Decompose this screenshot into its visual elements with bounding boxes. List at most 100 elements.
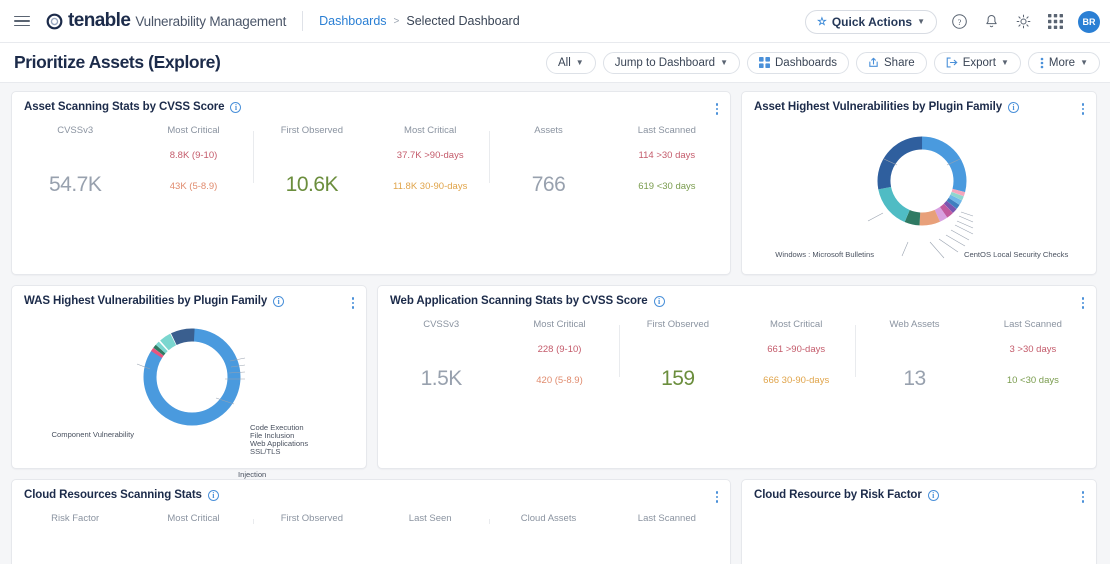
apps-grid-icon[interactable] [1046, 12, 1065, 31]
card-cloud-resource-by-risk-factor: Cloud Resource by Risk Factor i [741, 479, 1097, 564]
info-icon[interactable]: i [207, 489, 219, 501]
card-menu-button[interactable] [350, 295, 357, 311]
stat-group: Cloud Assets Last Scanned [489, 513, 726, 538]
card-title: Web Application Scanning Stats by CVSS S… [390, 295, 648, 307]
column-header: First Observed [280, 513, 343, 524]
tenable-logo[interactable]: tenable [46, 10, 131, 32]
dashboard-grid: Asset Scanning Stats by CVSS Score i CVS… [0, 83, 1110, 564]
jump-to-dashboard-button[interactable]: Jump to Dashboard ▼ [602, 51, 740, 74]
stat-big-value: 766 [531, 173, 566, 196]
stat-big-value: 54.7K [48, 173, 102, 196]
card-menu-button[interactable] [714, 489, 721, 505]
donut-label-code-execution: Code Execution [250, 423, 304, 432]
info-icon[interactable]: i [273, 295, 285, 307]
stat-bottom-value: 10 <30 days [1006, 375, 1059, 386]
card-menu-button[interactable] [714, 101, 721, 117]
card-cloud-resources-scanning-stats: Cloud Resources Scanning Stats i Risk Fa… [11, 479, 731, 564]
help-icon[interactable]: ? [950, 12, 969, 31]
stat-top-value: 3 >30 days [1009, 344, 1057, 355]
card-header: Cloud Resources Scanning Stats i [12, 480, 730, 501]
filter-all-label: All [558, 56, 571, 69]
page-title: Prioritize Assets (Explore) [14, 52, 221, 72]
info-icon[interactable]: i [230, 101, 242, 113]
stat-column-most-critical: Most Critical 8.8K (9-10) 43K (5-8.9) [134, 125, 252, 197]
column-header: Last Seen [408, 513, 452, 524]
stat-group: First Observed 10.6K Most Critical 37.7K… [252, 125, 490, 197]
kebab-icon [1040, 57, 1044, 69]
column-header: Last Scanned [637, 513, 696, 524]
column-header: CVSSv3 [57, 125, 94, 136]
donut-label-injection: Injection [238, 470, 267, 479]
card-menu-button[interactable] [1080, 295, 1087, 311]
dashboards-button[interactable]: Dashboards [747, 51, 850, 74]
column-header: Most Critical [167, 125, 220, 136]
column-header: Cloud Assets [520, 513, 577, 524]
chevron-down-icon: ▼ [917, 17, 925, 26]
leader-lines [136, 357, 246, 405]
info-icon[interactable]: i [653, 295, 665, 307]
stat-column-last-scanned: Last Scanned 114 >30 days 619 <30 days [608, 125, 726, 197]
grid-icon [759, 57, 770, 68]
card-title: Asset Scanning Stats by CVSS Score [24, 101, 225, 113]
page-header: Prioritize Assets (Explore) All ▼ Jump t… [0, 43, 1110, 83]
card-menu-button[interactable] [1080, 101, 1087, 117]
stat-big-value: 13 [903, 367, 926, 390]
stat-column-first-observed: First Observed 159 [619, 319, 737, 391]
share-button[interactable]: Share [856, 51, 927, 74]
breadcrumb-separator-icon: > [393, 15, 400, 27]
stat-big-value: 159 [661, 367, 695, 390]
export-button[interactable]: Export ▼ [933, 51, 1021, 74]
card-asset-scanning-stats: Asset Scanning Stats by CVSS Score i CVS… [11, 91, 731, 275]
column-header: Most Critical [167, 513, 220, 524]
jump-to-dashboard-label: Jump to Dashboard [614, 56, 716, 69]
info-icon[interactable]: i [1008, 101, 1020, 113]
more-button[interactable]: More ▼ [1027, 51, 1100, 74]
donut-label-ssl-tls: SSL/TLS [250, 447, 281, 456]
stat-column-first-observed: First Observed 10.6K [253, 125, 371, 197]
stat-top-value: 114 >30 days [638, 150, 696, 161]
column-header: First Observed [646, 319, 709, 330]
chevron-down-icon: ▼ [575, 58, 584, 67]
stat-column-most-critical-2: Most Critical 37.7K >90-days 11.8K 30-90… [371, 125, 489, 197]
breadcrumb: Dashboards > Selected Dashboard [319, 14, 520, 28]
breadcrumb-dashboards-link[interactable]: Dashboards [319, 14, 387, 28]
info-icon[interactable]: i [927, 489, 939, 501]
column-header: CVSSv3 [423, 319, 460, 330]
stats-table: CVSSv3 1.5K Most Critical 228 (9-10) 420… [378, 307, 1096, 391]
stat-column-most-critical-2: Most Critical 661 >90-days 666 30-90-day… [737, 319, 855, 391]
card-header: Asset Highest Vulnerabilities by Plugin … [742, 92, 1096, 113]
hamburger-menu-icon[interactable] [14, 13, 30, 30]
bell-icon[interactable] [982, 12, 1001, 31]
top-nav-actions: ☆ Quick Actions ▼ ? BR [804, 0, 1100, 43]
more-label: More [1048, 56, 1076, 69]
column-header: Last Scanned [1003, 319, 1062, 330]
stat-column-risk-factor: Risk Factor [16, 513, 134, 538]
avatar[interactable]: BR [1078, 10, 1100, 33]
column-header: Risk Factor [51, 513, 100, 524]
stat-top-value: 661 >90-days [767, 344, 826, 355]
card-header: Asset Scanning Stats by CVSS Score i [12, 92, 730, 113]
stat-group: CVSSv3 54.7K Most Critical 8.8K (9-10) 4… [16, 125, 253, 197]
filter-all-button[interactable]: All ▼ [546, 51, 596, 74]
card-header: Web Application Scanning Stats by CVSS S… [378, 286, 1096, 307]
product-name: Vulnerability Management [135, 13, 287, 29]
card-menu-button[interactable] [1080, 489, 1087, 505]
svg-text:?: ? [958, 17, 962, 27]
tenable-mark-icon [46, 13, 63, 29]
donut-ring [143, 328, 241, 426]
card-web-application-scanning-stats: Web Application Scanning Stats by CVSS S… [377, 285, 1097, 469]
stat-big-value: 10.6K [285, 173, 339, 196]
stat-group: First Observed Last Seen [252, 513, 490, 538]
stat-group: CVSSv3 1.5K Most Critical 228 (9-10) 420… [382, 319, 619, 391]
leader-lines [867, 158, 974, 259]
card-title: Cloud Resource by Risk Factor [754, 489, 922, 501]
stat-bottom-value: 11.8K 30-90-days [393, 181, 468, 192]
breadcrumb-current: Selected Dashboard [406, 14, 520, 28]
brand-name: tenable [68, 10, 131, 31]
quick-actions-button[interactable]: ☆ Quick Actions ▼ [804, 9, 937, 34]
gear-icon[interactable] [1014, 12, 1033, 31]
column-header: Web Assets [889, 319, 940, 330]
card-was-highest-vulnerabilities: WAS Highest Vulnerabilities by Plugin Fa… [11, 285, 367, 479]
donut-label-component-vulnerability: Component Vulnerability [51, 430, 134, 439]
stat-group: Web Assets 13 Last Scanned 3 >30 days 10… [855, 319, 1092, 391]
